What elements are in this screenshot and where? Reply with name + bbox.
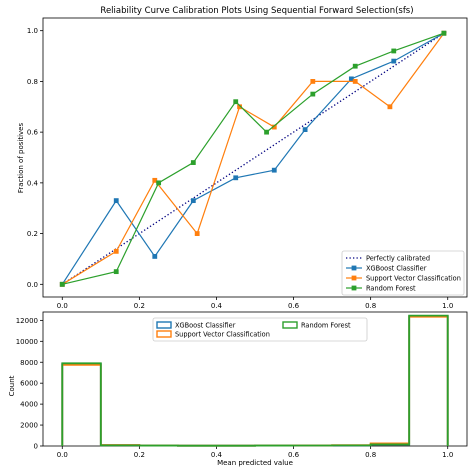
legend-marker xyxy=(351,275,357,281)
data-point xyxy=(152,254,158,259)
y-tick-label: 0.8 xyxy=(27,78,38,86)
calibration-y-axis-label: Fraction of positives xyxy=(17,123,25,194)
series-line xyxy=(61,30,449,285)
x-tick-label: 0.4 xyxy=(211,451,223,459)
data-point xyxy=(113,269,119,275)
data-point xyxy=(352,79,358,84)
x-tick-label: 1.0 xyxy=(442,451,453,459)
x-tick-label: 0.0 xyxy=(57,451,68,459)
data-point xyxy=(233,99,239,105)
legend-label: Support Vector Classification xyxy=(175,331,270,339)
legend-label: Support Vector Classification xyxy=(366,274,461,282)
legend-label: Random Forest xyxy=(366,284,416,292)
x-tick-label: 0.4 xyxy=(211,302,223,310)
histogram-legend xyxy=(152,317,368,342)
data-point xyxy=(310,91,316,97)
data-point xyxy=(190,160,196,165)
series-line xyxy=(62,32,445,285)
x-tick-label: 0.8 xyxy=(365,302,376,310)
y-tick-label: 8000 xyxy=(20,359,38,367)
series-line xyxy=(61,32,445,285)
y-tick-label: 2000 xyxy=(20,422,38,430)
legend-label: XGBoost Classifier xyxy=(175,322,236,330)
histogram-plot-area: 0.0 0.2 0.4 0.6 0.8 1.0 0 2000 4000 6000 8000 10000… xyxy=(16,311,468,459)
x-tick-label: 0.8 xyxy=(365,451,376,459)
y-tick-label: 4000 xyxy=(20,401,38,409)
histogram-y-axis-label: Count xyxy=(8,375,16,396)
data-point xyxy=(391,58,397,64)
x-tick-label: 0.6 xyxy=(288,302,300,310)
data-point xyxy=(237,104,242,110)
histogram-x-axis-label: Mean predicted value xyxy=(217,459,293,467)
histogram-step xyxy=(61,314,449,447)
data-point xyxy=(190,198,196,204)
legend-marker xyxy=(351,265,357,271)
data-point xyxy=(271,167,277,173)
data-point xyxy=(113,248,119,254)
data-point xyxy=(271,124,277,130)
legend-marker xyxy=(351,285,357,291)
y-tick-label: 12000 xyxy=(16,317,38,325)
x-tick-label: 0.2 xyxy=(134,302,145,310)
data-point xyxy=(152,177,158,183)
calibration-legend xyxy=(341,250,465,296)
data-point xyxy=(348,76,354,82)
data-point xyxy=(156,180,162,186)
x-tick-label: 0.6 xyxy=(288,451,300,459)
calibration-chart-title: Reliability Curve Calibration Plots Usin… xyxy=(100,6,413,16)
y-tick-label: 0.0 xyxy=(27,281,38,289)
data-point xyxy=(264,129,269,135)
series-line xyxy=(61,32,445,285)
data-point xyxy=(441,30,447,36)
data-point xyxy=(113,198,119,204)
legend-swatch xyxy=(282,321,298,329)
data-point xyxy=(310,79,316,84)
legend-label: Perfectly calibrated xyxy=(366,254,430,262)
y-tick-label: 6000 xyxy=(20,380,38,388)
data-point xyxy=(59,281,65,287)
data-point xyxy=(233,175,239,181)
y-tick-label: 10000 xyxy=(16,338,38,346)
x-tick-label: 1.0 xyxy=(442,302,453,310)
data-point xyxy=(387,104,393,110)
data-point xyxy=(352,63,358,69)
data-point xyxy=(391,48,397,54)
legend-swatch xyxy=(156,330,172,338)
y-tick-label: 0 xyxy=(34,443,38,451)
legend-swatch xyxy=(156,321,172,329)
y-tick-label: 0.4 xyxy=(27,179,39,187)
y-tick-label: 1.0 xyxy=(27,27,38,35)
y-tick-label: 0.2 xyxy=(27,230,38,238)
data-point xyxy=(194,231,200,236)
legend-label: XGBoost Classifier xyxy=(366,264,427,272)
legend-label: Random Forest xyxy=(301,322,351,330)
data-point xyxy=(302,127,308,132)
calibration-plot-area: 0.0 0.2 0.4 0.6 0.8 1.0 0.0 0.2 0.4 0.6 0.8 1.0 Perf… xyxy=(27,17,468,310)
x-tick-label: 0.2 xyxy=(134,451,145,459)
calibration-axes-frame xyxy=(42,17,468,298)
y-tick-label: 0.6 xyxy=(27,129,39,137)
x-tick-label: 0.0 xyxy=(57,302,68,310)
